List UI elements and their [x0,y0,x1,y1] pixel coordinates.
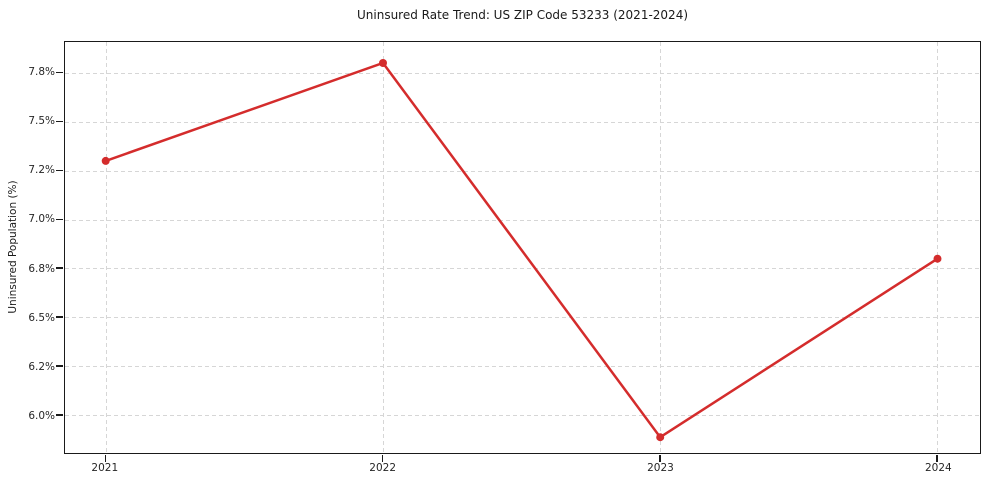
vertical-gridline [382,42,384,453]
vertical-gridline [937,42,939,453]
data-point-2024 [933,254,942,263]
y-tick-label: 6.5% [28,311,55,324]
vertical-gridline [660,42,662,453]
horizontal-gridline [65,219,980,221]
x-axis-tick-mark [381,455,384,462]
y-axis-tick-mark [56,169,63,172]
y-axis-tick-mark [56,218,63,221]
x-tick-label: 2023 [647,462,674,474]
y-axis-tick-mark [56,120,63,123]
y-axis-tick-mark [56,365,63,367]
plot-area [56,41,981,462]
y-tick-label: 7.0% [28,213,55,226]
x-tick-label: 2024 [924,462,952,474]
y-axis-tick-mark [56,316,63,318]
data-point-2023 [656,433,665,442]
x-axis-tick-mark [104,455,107,462]
y-tick-label: 7.8% [28,65,55,78]
data-point-2021 [101,156,110,165]
x-axis-tick-mark [659,455,661,462]
y-tick-label: 7.2% [28,164,55,177]
y-axis-title: Uninsured Population (%) [7,180,19,314]
x-tick-label: 2021 [91,462,119,474]
vertical-gridline [105,42,107,453]
chart-title: Uninsured Rate Trend: US ZIP Code 53233 … [356,8,689,22]
horizontal-gridline [65,170,980,172]
y-tick-label: 6.2% [28,360,55,373]
data-point-2022 [379,59,387,67]
horizontal-gridline [65,366,980,368]
y-tick-label: 6.8% [28,262,55,275]
horizontal-gridline [65,415,980,417]
horizontal-gridline [65,268,980,270]
y-axis-tick-mark [56,414,63,416]
y-axis-tick-mark [56,267,63,269]
y-tick-label: 7.5% [28,115,55,128]
trend-line-layer [101,59,942,442]
horizontal-gridline [65,317,980,319]
horizontal-gridline [65,121,980,123]
horizontal-gridline [65,72,980,74]
trend-line [104,61,939,439]
x-tick-label: 2022 [369,462,397,474]
x-axis-tick-mark [936,455,938,462]
y-tick-label: 6.0% [28,410,55,422]
y-axis-tick-mark [56,71,63,74]
